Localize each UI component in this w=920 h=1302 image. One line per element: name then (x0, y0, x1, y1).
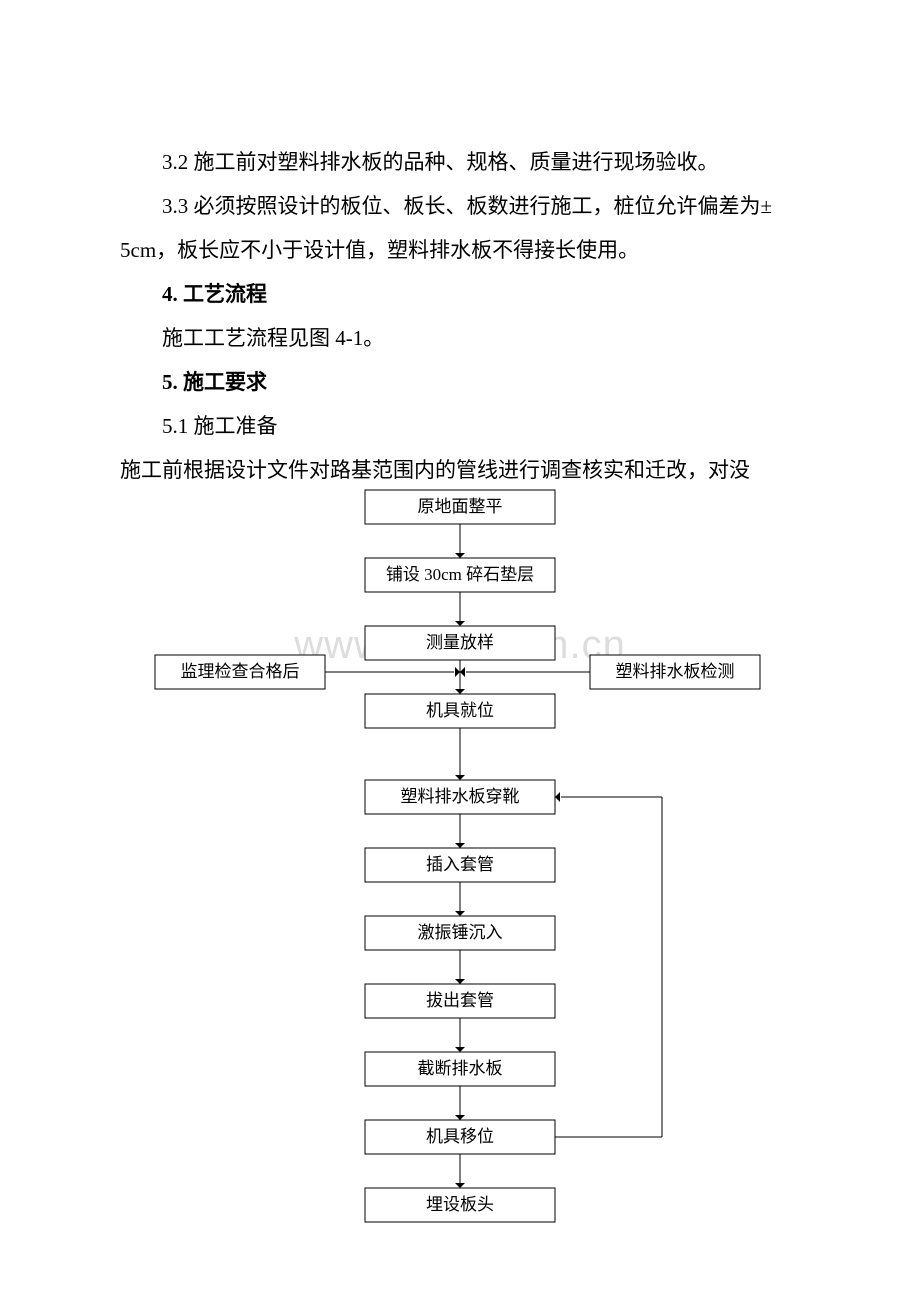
flow-node-n10: 机具移位 (365, 1120, 555, 1154)
flow-node-n1: 原地面整平 (365, 490, 555, 524)
flow-node-n5: 塑料排水板穿靴 (365, 780, 555, 814)
svg-text:塑料排水板穿靴: 塑料排水板穿靴 (401, 787, 520, 806)
paragraph-3-3-line2: 5cm，板长应不小于设计值，塑料排水板不得接长使用。 (120, 228, 800, 272)
flow-node-n6: 插入套管 (365, 848, 555, 882)
flowchart-svg: 原地面整平铺设 30cm 碎石垫层测量放样机具就位塑料排水板穿靴插入套管激振锤沉… (100, 480, 820, 1250)
flow-node-n3: 测量放样 (365, 626, 555, 660)
flow-node-n8: 拔出套管 (365, 984, 555, 1018)
svg-text:插入套管: 插入套管 (426, 855, 494, 874)
svg-text:拔出套管: 拔出套管 (426, 991, 494, 1010)
svg-text:监理检查合格后: 监理检查合格后 (181, 662, 300, 681)
document-page: 3.2 施工前对塑料排水板的品种、规格、质量进行现场验收。 3.3 必须按照设计… (0, 0, 920, 1302)
flow-node-n11: 埋设板头 (365, 1188, 555, 1222)
flow-node-n4: 机具就位 (365, 694, 555, 728)
svg-text:机具就位: 机具就位 (426, 701, 494, 720)
svg-text:激振锤沉入: 激振锤沉入 (418, 923, 503, 942)
svg-text:机具移位: 机具移位 (426, 1127, 494, 1146)
heading-4: 4. 工艺流程 (120, 272, 800, 316)
paragraph-3-3-line1: 3.3 必须按照设计的板位、板长、板数进行施工，桩位允许偏差为± (120, 184, 800, 228)
svg-text:铺设 30cm 碎石垫层: 铺设 30cm 碎石垫层 (386, 565, 534, 584)
paragraph-4: 施工工艺流程见图 4-1。 (120, 316, 800, 360)
paragraph-5-1: 5.1 施工准备 (120, 404, 800, 448)
svg-text:测量放样: 测量放样 (426, 633, 494, 652)
flow-node-n2: 铺设 30cm 碎石垫层 (365, 558, 555, 592)
svg-text:截断排水板: 截断排水板 (418, 1059, 503, 1078)
heading-5: 5. 施工要求 (120, 360, 800, 404)
flow-node-sl: 监理检查合格后 (155, 655, 325, 689)
svg-text:塑料排水板检测: 塑料排水板检测 (616, 662, 735, 681)
flow-node-n7: 激振锤沉入 (365, 916, 555, 950)
flow-node-sr: 塑料排水板检测 (590, 655, 760, 689)
svg-text:原地面整平: 原地面整平 (418, 497, 503, 516)
flowchart-container: 原地面整平铺设 30cm 碎石垫层测量放样机具就位塑料排水板穿靴插入套管激振锤沉… (0, 480, 920, 1250)
paragraph-3-2: 3.2 施工前对塑料排水板的品种、规格、质量进行现场验收。 (120, 140, 800, 184)
flow-node-n9: 截断排水板 (365, 1052, 555, 1086)
svg-text:埋设板头: 埋设板头 (426, 1195, 494, 1214)
